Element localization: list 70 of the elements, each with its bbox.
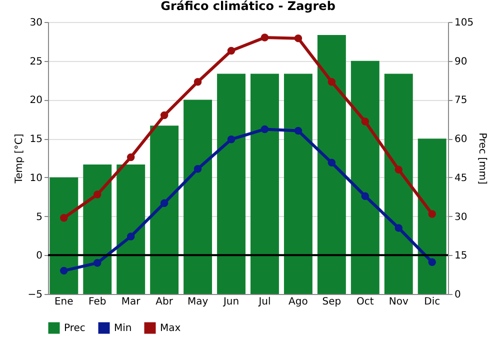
x-tick-label: Dic — [424, 296, 440, 308]
y-tick-label: 10 — [30, 172, 42, 184]
y2-tick-label: 105 — [454, 18, 474, 28]
point — [60, 214, 68, 222]
x-tick-label: May — [187, 296, 208, 308]
y2-tick-label: 45 — [454, 172, 468, 184]
y-tick-label: 20 — [30, 95, 42, 106]
y2-tick-label: 60 — [454, 134, 468, 146]
point — [328, 78, 336, 86]
point — [126, 153, 135, 162]
point — [227, 135, 236, 144]
x-tick-label: Jul — [258, 296, 271, 308]
bar — [116, 164, 146, 294]
x-tick-label: Oct — [356, 296, 374, 308]
point — [194, 78, 202, 86]
y2-axis-title: Prec [mm] — [476, 132, 488, 185]
bar — [83, 164, 112, 294]
x-tick-label: Abr — [156, 296, 174, 308]
point — [260, 125, 269, 134]
point — [394, 224, 402, 232]
y-tick-label: −5 — [28, 290, 42, 300]
point — [328, 158, 336, 167]
legend-label: Min — [114, 323, 132, 334]
point — [94, 190, 102, 198]
bar — [50, 177, 78, 294]
legend-label: Max — [160, 323, 181, 334]
x-tick-label: Sep — [322, 296, 342, 308]
bar — [184, 100, 212, 294]
bar — [384, 74, 413, 294]
point — [294, 34, 302, 42]
bar — [150, 126, 179, 294]
point — [428, 210, 436, 218]
bar — [350, 60, 380, 294]
point — [428, 258, 436, 266]
y-tick-label: 30 — [30, 18, 42, 28]
point — [294, 126, 302, 135]
legend-label: Prec — [64, 323, 86, 334]
point — [160, 111, 168, 120]
point — [60, 266, 68, 275]
bar — [217, 74, 246, 294]
y-tick-label: 0 — [36, 250, 42, 262]
y-tick-label: 25 — [30, 56, 42, 68]
point — [394, 166, 402, 174]
point — [260, 34, 269, 42]
x-tick-label: Feb — [88, 296, 106, 308]
point — [194, 165, 202, 173]
point — [227, 46, 236, 55]
point — [94, 259, 102, 267]
bar — [418, 138, 446, 294]
x-tick-label: Ago — [288, 296, 308, 308]
bar — [284, 74, 312, 294]
x-tick-label: Jun — [222, 296, 240, 308]
bar — [250, 74, 279, 294]
point — [160, 199, 168, 207]
x-tick-label: Nov — [388, 296, 408, 308]
x-tick-label: Ene — [54, 296, 74, 308]
y-tick-label: 15 — [30, 134, 42, 146]
y2-tick-label: 0 — [454, 290, 461, 300]
y2-tick-label: 90 — [454, 56, 468, 68]
point — [361, 118, 370, 126]
point — [361, 192, 370, 200]
y2-tick-label: 15 — [454, 250, 468, 262]
point — [126, 232, 135, 240]
y-tick-label: 5 — [36, 212, 42, 223]
x-tick-label: Mar — [121, 296, 142, 308]
y-axis-title: Temp [°C] — [14, 134, 25, 184]
y2-tick-label: 30 — [454, 212, 468, 223]
bar — [317, 34, 346, 294]
y2-tick-label: 75 — [454, 95, 468, 106]
chart-title: Gráfico climático - Zagreb — [160, 0, 336, 13]
